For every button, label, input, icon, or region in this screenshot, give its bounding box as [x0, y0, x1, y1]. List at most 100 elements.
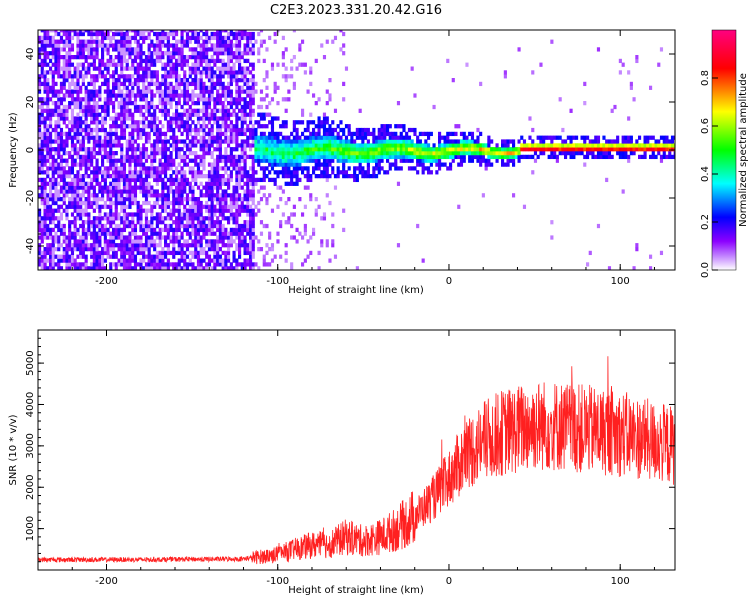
- heatmap-cell: [131, 131, 135, 137]
- heatmap-cell: [117, 247, 121, 252]
- heatmap-cell: [177, 139, 181, 144]
- heatmap-cell: [142, 127, 146, 133]
- heatmap-cell: [210, 116, 214, 121]
- heatmap-cell: [243, 78, 247, 83]
- heatmap-cell: [84, 220, 88, 225]
- heatmap-cell: [386, 151, 390, 156]
- heatmap-cell: [207, 177, 212, 183]
- heatmap-cell: [287, 143, 291, 148]
- heatmap-cell: [133, 120, 138, 125]
- heatmap-cell: [232, 227, 236, 233]
- heatmap-cell: [418, 158, 422, 163]
- heatmap-cell: [317, 204, 321, 209]
- heatmap-cell: [90, 223, 94, 229]
- heatmap-cell: [191, 47, 195, 52]
- heatmap-cell: [139, 93, 143, 98]
- heatmap-cell: [366, 154, 370, 160]
- heatmap-cell: [153, 258, 157, 263]
- heatmap-cell: [322, 112, 327, 117]
- heatmap-cell: [243, 120, 247, 125]
- heatmap-cell: [202, 204, 206, 209]
- heatmap-cell: [188, 81, 192, 87]
- heatmap-cell: [251, 216, 255, 221]
- heatmap-cell: [224, 131, 228, 137]
- heatmap-cell: [322, 174, 327, 179]
- heatmap-cell: [476, 139, 480, 144]
- heatmap-cell: [95, 120, 99, 125]
- heatmap-cell: [342, 166, 346, 171]
- heatmap-cell: [257, 266, 261, 270]
- heatmap-cell: [364, 154, 368, 160]
- heatmap-cell: [188, 97, 192, 102]
- heatmap-cell: [117, 223, 121, 229]
- heatmap-cell: [109, 197, 113, 202]
- heatmap-cell: [177, 147, 181, 152]
- heatmap-cell: [95, 47, 99, 52]
- heatmap-cell: [180, 139, 184, 144]
- heatmap-cell: [59, 197, 64, 202]
- heatmap-cell: [284, 139, 288, 144]
- heatmap-cell: [65, 124, 69, 129]
- heatmap-cell: [232, 127, 236, 133]
- heatmap-cell: [142, 131, 146, 137]
- heatmap-cell: [191, 127, 195, 133]
- heatmap-cell: [243, 208, 247, 213]
- heatmap-cell: [317, 154, 321, 160]
- heatmap-cell: [133, 197, 138, 202]
- heatmap-cell: [251, 223, 255, 229]
- heatmap-cell: [459, 158, 464, 163]
- heatmap-cell: [142, 200, 146, 206]
- heatmap-cell: [380, 151, 384, 156]
- heatmap-cell: [98, 266, 102, 270]
- heatmap-cell: [183, 204, 187, 209]
- heatmap-cell: [172, 235, 176, 240]
- heatmap-cell: [84, 258, 88, 263]
- heatmap-cell: [213, 170, 217, 175]
- heatmap-cell: [92, 81, 96, 87]
- heatmap-cell: [229, 193, 233, 198]
- heatmap-cell: [232, 212, 236, 217]
- heatmap-cell: [207, 247, 212, 252]
- heatmap-cell: [232, 158, 236, 163]
- heatmap-cell: [555, 135, 559, 140]
- heatmap-cell: [479, 158, 483, 163]
- heatmap-cell: [259, 177, 264, 183]
- heatmap-cell: [262, 143, 266, 148]
- heatmap-cell: [254, 151, 258, 156]
- heatmap-cell: [57, 120, 61, 125]
- heatmap-cell: [257, 51, 261, 56]
- heatmap-cell: [57, 262, 61, 267]
- heatmap-cell: [125, 216, 129, 221]
- heatmap-cell: [92, 177, 96, 183]
- heatmap-cell: [81, 31, 85, 37]
- heatmap-cell: [139, 47, 143, 52]
- heatmap-cell: [202, 43, 206, 48]
- heatmap-cell: [62, 227, 66, 233]
- heatmap-cell: [550, 235, 554, 240]
- heatmap-cell: [81, 104, 85, 110]
- heatmap-cell: [73, 216, 77, 221]
- heatmap-cell: [112, 85, 116, 90]
- heatmap-cell: [251, 43, 255, 48]
- heatmap-cell: [139, 174, 143, 179]
- heatmap-cell: [103, 120, 107, 125]
- heatmap-cell: [57, 147, 61, 152]
- heatmap-cell: [207, 127, 212, 133]
- heatmap-cell: [235, 70, 239, 75]
- heatmap-cell: [125, 101, 129, 106]
- heatmap-cell: [172, 70, 176, 75]
- heatmap-cell: [438, 139, 442, 144]
- heatmap-cell: [87, 51, 91, 56]
- heatmap-cell: [164, 254, 168, 259]
- heatmap-cell: [188, 108, 192, 113]
- heatmap-cell: [235, 243, 239, 248]
- heatmap-cell: [355, 158, 359, 163]
- heatmap-cell: [383, 135, 387, 140]
- heatmap-cell: [101, 262, 105, 267]
- heatmap-cell: [503, 70, 507, 75]
- heatmap-cell: [125, 35, 129, 41]
- heatmap-cell: [114, 81, 118, 87]
- heatmap-cell: [577, 151, 581, 156]
- heatmap-cell: [131, 62, 135, 67]
- heatmap-cell: [131, 212, 135, 217]
